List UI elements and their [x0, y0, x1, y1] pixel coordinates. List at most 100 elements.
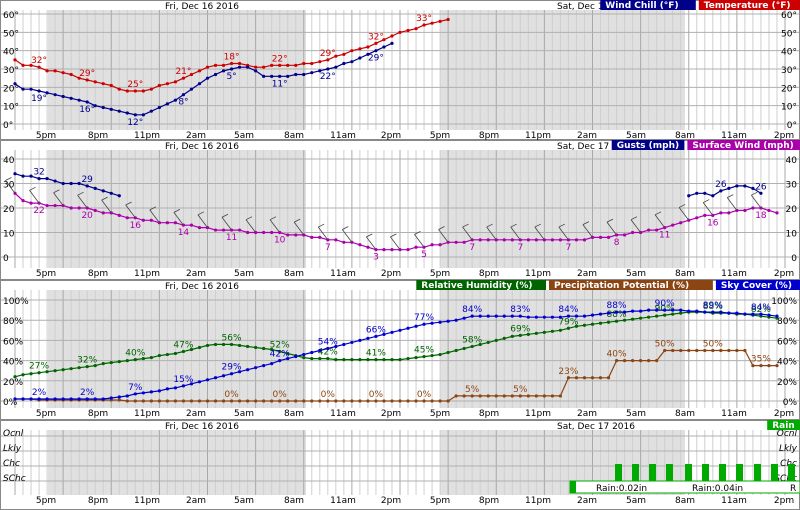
data-point	[695, 348, 699, 353]
data-label: 84%	[751, 303, 771, 313]
data-point	[382, 399, 386, 403]
data-point	[221, 374, 226, 378]
data-point	[631, 230, 635, 235]
data-point	[262, 364, 266, 368]
data-point	[69, 397, 73, 401]
legend-box	[611, 140, 685, 150]
y-tick-label-right: 60°	[781, 11, 797, 21]
data-point	[221, 69, 226, 73]
x-tick-label: 11pm	[525, 269, 551, 279]
data-point	[133, 357, 137, 362]
data-point	[21, 397, 25, 401]
data-point	[366, 245, 370, 249]
wind-barb-flag	[318, 223, 325, 228]
data-label: 2%	[80, 388, 95, 398]
data-point	[125, 399, 129, 403]
data-point	[558, 315, 563, 319]
wind-barb-flag	[197, 211, 205, 216]
data-point	[446, 399, 450, 403]
x-tick-label: 5pm	[430, 131, 450, 141]
data-point	[526, 315, 530, 319]
data-point	[470, 314, 474, 318]
data-label: 29°	[79, 69, 95, 79]
data-point	[719, 348, 723, 353]
wind-barb	[510, 226, 521, 241]
data-label: 0%	[224, 390, 239, 400]
data-point	[165, 221, 169, 225]
data-point	[286, 351, 290, 356]
data-point	[117, 213, 121, 217]
data-point	[213, 399, 218, 403]
data-point	[406, 28, 410, 33]
data-point	[21, 87, 25, 91]
y-tick-label-left: 40	[3, 156, 15, 166]
data-point	[53, 93, 57, 97]
data-point	[278, 399, 282, 403]
data-point	[622, 310, 627, 314]
date-header-fri: Fri, Dec 16 2016	[165, 422, 239, 432]
wind-barb-flag	[53, 189, 60, 194]
data-point	[438, 19, 442, 23]
data-point	[366, 357, 370, 362]
data-point	[294, 63, 298, 67]
data-point	[254, 366, 258, 370]
data-point	[366, 45, 370, 49]
data-point	[454, 348, 458, 353]
data-point	[189, 72, 194, 77]
data-label: 84%	[558, 305, 578, 315]
data-point	[29, 372, 33, 376]
data-point	[590, 322, 595, 326]
data-label: 22°	[272, 54, 288, 64]
data-point	[29, 397, 33, 401]
y-tick-label-left: 20%	[3, 378, 23, 388]
data-point	[77, 397, 81, 401]
wind-barb	[582, 224, 593, 238]
data-point	[189, 223, 194, 227]
data-point	[671, 223, 675, 227]
data-label: 26°	[464, 0, 480, 3]
wind-barb-flag	[125, 201, 132, 206]
x-tick-label: 11am	[721, 409, 747, 419]
x-tick-label: 11am	[330, 409, 356, 419]
data-point	[117, 194, 121, 198]
x-tick-label: 2am	[577, 269, 597, 279]
y-tick-label-right: 40%	[777, 358, 797, 368]
data-label: 0%	[273, 390, 288, 400]
data-point	[510, 238, 514, 242]
data-point	[422, 399, 426, 403]
data-point	[382, 45, 386, 49]
data-label: 37°	[560, 0, 576, 3]
data-point	[358, 56, 362, 60]
data-point	[310, 350, 314, 355]
data-point	[663, 313, 667, 317]
data-point	[695, 309, 699, 313]
data-point	[326, 58, 330, 62]
data-point	[414, 245, 418, 249]
data-point	[614, 310, 619, 314]
data-point	[189, 347, 194, 352]
data-point	[631, 359, 635, 363]
data-point	[318, 60, 322, 64]
wind-barb	[751, 194, 762, 209]
rain-bar	[719, 464, 726, 481]
data-point	[213, 63, 218, 67]
data-point	[125, 216, 129, 220]
x-tick-label: 8am	[284, 409, 304, 419]
data-point	[430, 321, 434, 325]
data-point	[61, 368, 65, 372]
data-label: 32%	[77, 356, 97, 366]
data-point	[286, 356, 290, 361]
data-point	[374, 334, 378, 338]
data-point	[37, 177, 41, 181]
data-point	[237, 370, 242, 374]
data-point	[334, 357, 338, 362]
data-point	[679, 348, 683, 353]
x-tick-label: 11pm	[525, 131, 551, 141]
data-label: 82%	[751, 305, 771, 315]
data-label: 7%	[128, 383, 143, 393]
data-point	[93, 80, 97, 84]
data-point	[221, 342, 226, 347]
data-point	[751, 312, 755, 316]
data-point	[173, 386, 178, 390]
data-point	[342, 61, 346, 66]
